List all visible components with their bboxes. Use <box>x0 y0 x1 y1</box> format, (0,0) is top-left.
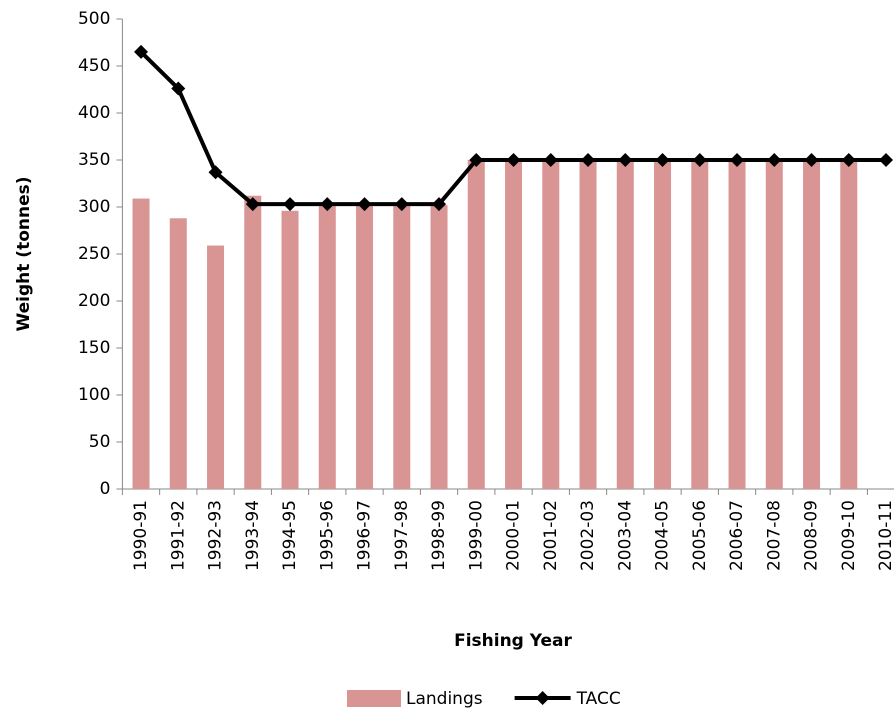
y-tick-label: 400 <box>78 103 110 123</box>
bar <box>728 160 746 489</box>
marker <box>804 153 819 167</box>
x-tick-label: 2010-11 <box>876 500 894 571</box>
bar <box>244 195 262 489</box>
bar <box>654 160 672 489</box>
y-tick-label: 150 <box>78 338 110 358</box>
bar <box>803 160 821 489</box>
y-tick-label: 250 <box>78 244 110 264</box>
x-tick-label: 1990-91 <box>131 500 151 571</box>
x-axis-title: Fishing Year <box>454 631 572 651</box>
marker <box>655 153 670 167</box>
x-tick-label: 1993-94 <box>243 500 263 571</box>
marker <box>208 165 223 180</box>
legend-swatch <box>347 690 401 707</box>
marker <box>767 153 782 167</box>
bar <box>281 210 299 489</box>
bar <box>840 160 858 489</box>
marker <box>879 153 894 167</box>
bar <box>691 160 709 489</box>
bar <box>356 204 374 489</box>
legend-marker <box>535 691 550 705</box>
bar <box>393 206 411 489</box>
bar <box>318 206 336 489</box>
x-tick-label: 2000-01 <box>504 500 524 571</box>
marker <box>692 153 707 167</box>
marker <box>506 153 521 167</box>
bar <box>579 160 597 489</box>
x-tick-label: 1999-00 <box>466 500 486 571</box>
x-tick-label: 2005-06 <box>690 500 710 571</box>
marker <box>283 197 298 212</box>
marker <box>432 197 447 212</box>
marker <box>469 153 484 167</box>
y-tick-label: 300 <box>78 197 110 217</box>
x-tick-label: 2004-05 <box>653 500 673 571</box>
x-tick-label: 2008-09 <box>802 500 822 571</box>
bar <box>207 245 225 489</box>
bar <box>542 160 560 489</box>
legend-label: TACC <box>576 689 621 709</box>
marker <box>581 153 596 167</box>
y-axis-title: Weight (tonnes) <box>14 176 34 331</box>
x-tick-label: 1996-97 <box>355 500 375 571</box>
y-tick-label: 100 <box>78 385 110 405</box>
x-tick-label: 1995-96 <box>317 500 337 571</box>
y-tick-label: 50 <box>89 432 111 452</box>
x-tick-label: 2001-02 <box>541 500 561 571</box>
x-tick-label: 1992-93 <box>206 500 226 571</box>
y-tick-label: 450 <box>78 56 110 76</box>
bar <box>169 218 187 489</box>
marker <box>841 153 856 167</box>
y-tick-label: 350 <box>78 150 110 170</box>
marker <box>618 153 633 167</box>
legend-label: Landings <box>406 689 483 709</box>
bar <box>765 160 783 489</box>
marker <box>543 153 558 167</box>
y-tick-label: 0 <box>100 479 111 499</box>
marker <box>357 197 372 212</box>
marker <box>730 153 745 167</box>
x-tick-label: 2002-03 <box>578 500 598 571</box>
marker <box>245 197 260 212</box>
y-tick-label: 200 <box>78 291 110 311</box>
bar <box>132 198 150 490</box>
bar <box>616 160 634 489</box>
x-tick-label: 2006-07 <box>727 500 747 571</box>
bar <box>505 160 523 489</box>
x-tick-label: 2009-10 <box>839 500 859 571</box>
marker <box>134 44 149 59</box>
bar <box>467 160 485 489</box>
x-tick-label: 1994-95 <box>280 500 300 571</box>
x-tick-label: 1998-99 <box>429 500 449 571</box>
x-tick-label: 1997-98 <box>392 500 412 571</box>
y-tick-label: 500 <box>78 9 110 29</box>
x-tick-label: 2003-04 <box>615 500 635 571</box>
x-tick-label: 1991-92 <box>168 500 188 571</box>
marker <box>171 81 186 96</box>
x-tick-label: 2007-08 <box>764 500 784 571</box>
marker <box>394 197 409 212</box>
marker <box>320 197 335 212</box>
bar <box>430 205 448 489</box>
